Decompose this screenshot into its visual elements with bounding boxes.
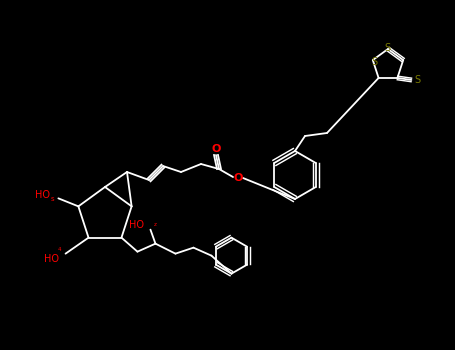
Text: 4: 4	[58, 247, 61, 252]
Text: s: s	[51, 196, 54, 202]
Text: HO: HO	[35, 190, 51, 200]
Text: S: S	[415, 75, 420, 85]
Text: HO: HO	[130, 220, 144, 230]
Text: S: S	[372, 57, 378, 67]
Text: S: S	[384, 43, 390, 53]
Text: O: O	[233, 173, 243, 183]
Text: O: O	[211, 144, 221, 154]
Text: HO: HO	[44, 254, 59, 264]
Text: z: z	[153, 222, 157, 227]
